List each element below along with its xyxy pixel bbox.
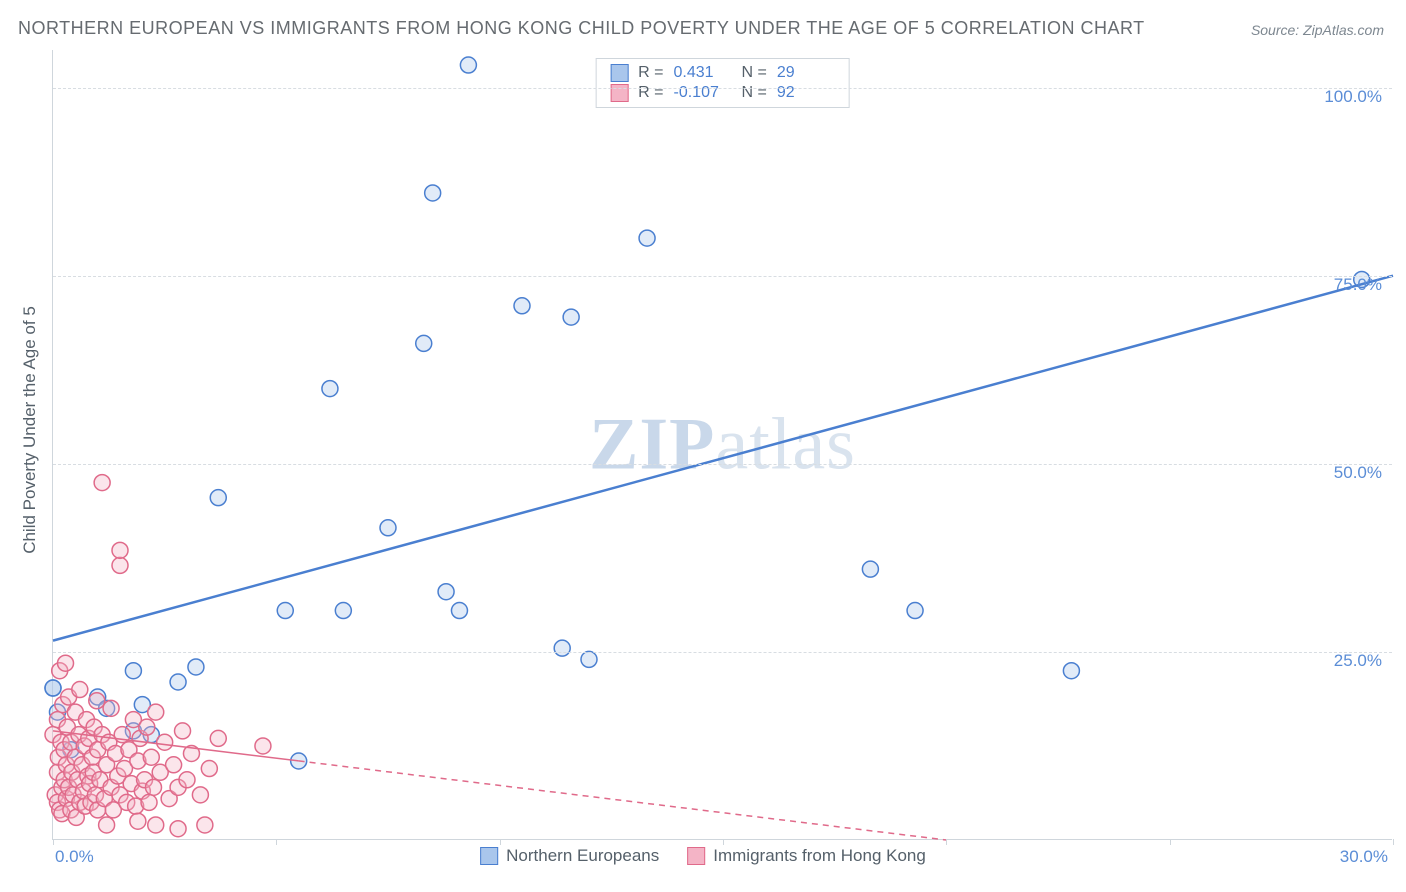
grid-line <box>53 88 1392 89</box>
data-point <box>148 704 164 720</box>
data-point <box>514 298 530 314</box>
data-point <box>380 520 396 536</box>
y-tick-label: 25.0% <box>1334 651 1382 671</box>
data-point <box>188 659 204 675</box>
data-point <box>112 542 128 558</box>
data-point <box>157 734 173 750</box>
data-point <box>554 640 570 656</box>
correlation-stats-box: R = 0.431 N = 29R = -0.107N = 92 <box>595 58 850 108</box>
x-tick <box>1170 839 1171 845</box>
data-point <box>112 557 128 573</box>
data-point <box>322 381 338 397</box>
legend-swatch <box>480 847 498 865</box>
data-point <box>125 663 141 679</box>
data-point <box>148 817 164 833</box>
legend-swatch <box>610 64 628 82</box>
data-point <box>179 772 195 788</box>
data-point <box>99 817 115 833</box>
data-point <box>335 603 351 619</box>
data-point <box>277 603 293 619</box>
r-value: 0.431 <box>674 64 732 82</box>
data-point <box>907 603 923 619</box>
data-point <box>170 821 186 837</box>
data-point <box>141 794 157 810</box>
data-point <box>451 603 467 619</box>
data-point <box>45 680 61 696</box>
source-attribution: Source: ZipAtlas.com <box>1251 22 1384 38</box>
data-point <box>94 475 110 491</box>
data-point <box>255 738 271 754</box>
data-point <box>146 779 162 795</box>
bottom-legend: Northern Europeans Immigrants from Hong K… <box>480 846 926 866</box>
data-point <box>416 335 432 351</box>
data-point <box>170 674 186 690</box>
x-tick <box>53 839 54 845</box>
data-point <box>143 749 159 765</box>
data-point <box>862 561 878 577</box>
chart-title: NORTHERN EUROPEAN VS IMMIGRANTS FROM HON… <box>18 18 1145 39</box>
grid-line <box>53 276 1392 277</box>
data-point <box>175 723 191 739</box>
data-point <box>166 757 182 773</box>
legend-item: Immigrants from Hong Kong <box>687 846 926 866</box>
x-tick-label: 0.0% <box>55 847 94 867</box>
data-point <box>130 813 146 829</box>
x-tick <box>723 839 724 845</box>
trend-line <box>53 276 1393 641</box>
data-point <box>192 787 208 803</box>
data-point <box>210 730 226 746</box>
grid-line <box>53 464 1392 465</box>
x-tick <box>276 839 277 845</box>
data-point <box>563 309 579 325</box>
data-point <box>460 57 476 73</box>
chart-svg <box>53 50 1392 839</box>
legend-label: Northern Europeans <box>506 846 659 866</box>
stats-row: R = -0.107N = 92 <box>610 83 835 103</box>
trend-line-dashed <box>299 761 947 840</box>
legend-item: Northern Europeans <box>480 846 659 866</box>
x-tick <box>946 839 947 845</box>
x-tick <box>500 839 501 845</box>
stats-row: R = 0.431 N = 29 <box>610 63 835 83</box>
y-axis-label: Child Poverty Under the Age of 5 <box>20 306 40 554</box>
data-point <box>72 682 88 698</box>
data-point <box>1063 663 1079 679</box>
data-point <box>201 761 217 777</box>
data-point <box>139 719 155 735</box>
r-label: R = <box>638 64 663 82</box>
x-tick-label: 30.0% <box>1340 847 1388 867</box>
data-point <box>89 693 105 709</box>
n-value: 29 <box>777 64 835 82</box>
y-tick-label: 75.0% <box>1334 275 1382 295</box>
legend-swatch <box>687 847 705 865</box>
grid-line <box>53 652 1392 653</box>
y-tick-label: 100.0% <box>1324 87 1382 107</box>
plot-area: ZIPatlas R = 0.431N = 29R = -0.107N = 92… <box>52 50 1392 840</box>
x-tick <box>1393 839 1394 845</box>
data-point <box>639 230 655 246</box>
data-point <box>103 700 119 716</box>
legend-label: Immigrants from Hong Kong <box>713 846 926 866</box>
y-tick-label: 50.0% <box>1334 463 1382 483</box>
data-point <box>58 655 74 671</box>
data-point <box>438 584 454 600</box>
data-point <box>581 651 597 667</box>
data-point <box>197 817 213 833</box>
n-label: N = <box>742 64 767 82</box>
data-point <box>425 185 441 201</box>
data-point <box>210 490 226 506</box>
